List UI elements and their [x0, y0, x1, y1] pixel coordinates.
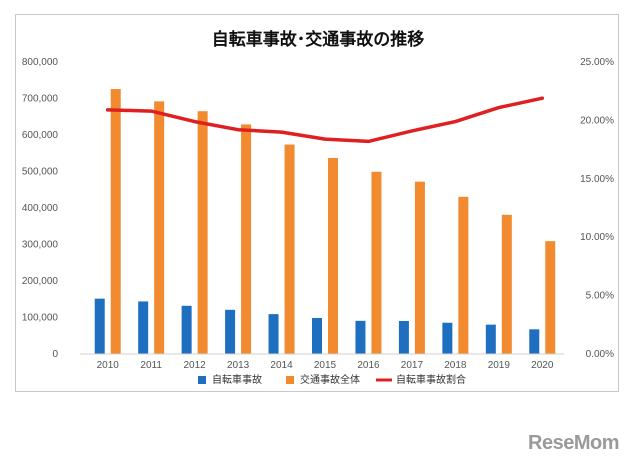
- resemom-logo: ReseMom: [528, 432, 619, 454]
- bicycle-accident-bar: [442, 322, 453, 354]
- bicycle-accident-bar: [529, 329, 540, 354]
- bicycle-accident-bar: [94, 298, 105, 354]
- legend-label: 自転車事故: [212, 373, 262, 386]
- x-tick-label: 2014: [270, 360, 293, 371]
- total-accident-bar: [328, 158, 338, 354]
- total-accident-bar: [501, 214, 512, 354]
- total-accident-bar: [241, 124, 252, 354]
- left-tick-label: 0: [52, 349, 58, 360]
- total-accident-bar: [371, 171, 382, 354]
- legend-swatch: [198, 376, 206, 384]
- total-accident-bar: [414, 181, 425, 354]
- legend-label: 自転車事故割合: [396, 373, 466, 386]
- chart-frame: 自転車事故･交通事故の推移 0 100,000 200,000 300,000 400,…: [15, 14, 619, 392]
- x-tick-label: 2012: [184, 360, 207, 371]
- right-tick-label: 5.00%: [586, 291, 614, 302]
- ratio-line: [105, 96, 545, 144]
- total-accident-bar: [197, 111, 208, 354]
- left-tick-label: 200,000: [22, 276, 59, 287]
- bicycle-accident-bar: [355, 320, 366, 354]
- bicycle-accident-bar: [181, 305, 192, 354]
- legend-swatch: [286, 376, 294, 384]
- right-tick-label: 20.00%: [580, 115, 614, 126]
- bicycle-accident-bar: [398, 321, 409, 354]
- total-accident-bar: [154, 101, 165, 354]
- x-tick-label: 2011: [140, 360, 162, 371]
- left-tick-label: 700,000: [22, 94, 59, 105]
- left-tick-label: 400,000: [22, 203, 59, 214]
- right-tick-label: 10.00%: [580, 232, 614, 243]
- legend: 自転車事故 交通事故全体 自転車事故割合: [198, 373, 466, 386]
- left-tick-label: 600,000: [22, 130, 59, 141]
- total-accident-bar: [110, 89, 121, 354]
- ratio-series-line: [105, 96, 545, 144]
- chart-title: 自転車事故･交通事故の推移: [212, 29, 425, 50]
- bicycle-accident-bar: [268, 314, 279, 354]
- x-tick-label: 2016: [357, 360, 380, 371]
- right-axis-ticks: 0.00% 5.00% 10.00% 15.00% 20.00% 25.00%: [580, 57, 614, 360]
- total-accident-bar: [284, 144, 295, 354]
- left-tick-label: 500,000: [22, 167, 59, 178]
- bicycle-accident-bar: [485, 324, 496, 354]
- x-tick-label: 2019: [488, 360, 511, 371]
- left-axis-ticks: 0 100,000 200,000 300,000 400,000 500,000 600,…: [22, 57, 59, 360]
- x-tick-label: 2010: [97, 360, 120, 371]
- x-tick-label: 2017: [401, 360, 424, 371]
- bicycle-accident-bar: [312, 317, 322, 354]
- right-tick-label: 25.00%: [580, 57, 614, 68]
- bicycle-accident-bar: [225, 309, 236, 354]
- bars: [80, 89, 564, 355]
- total-accident-bar: [458, 196, 469, 354]
- legend-label: 交通事故全体: [300, 373, 360, 386]
- chart-svg: 自転車事故･交通事故の推移 0 100,000 200,000 300,000 400,…: [22, 29, 614, 386]
- left-tick-label: 800,000: [22, 57, 59, 68]
- bicycle-accident-bar: [138, 301, 149, 354]
- x-axis-ticks: 2010 2011 2012 2013 2014 2015 2016 2017 2018 2019…: [97, 360, 554, 371]
- left-tick-label: 100,000: [22, 313, 59, 324]
- x-tick-label: 2018: [444, 360, 467, 371]
- x-tick-label: 2020: [531, 360, 554, 371]
- right-tick-label: 15.00%: [580, 174, 614, 185]
- x-tick-label: 2015: [314, 360, 337, 371]
- right-tick-label: 0.00%: [586, 349, 614, 360]
- total-accident-bar: [545, 241, 556, 354]
- x-tick-label: 2013: [227, 360, 250, 371]
- left-tick-label: 300,000: [22, 240, 59, 251]
